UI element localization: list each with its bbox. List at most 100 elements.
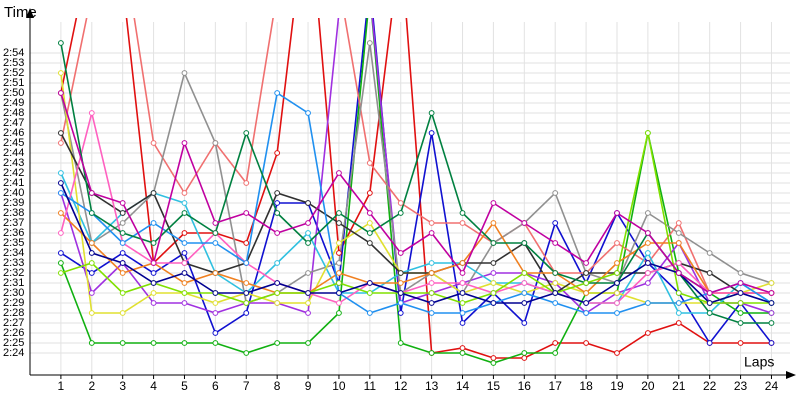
point (57, 90, 64, 96)
point (397, 280, 404, 286)
point (552, 240, 559, 246)
y-tick-label: 2:45 (3, 137, 24, 149)
point (305, 200, 311, 206)
x-axis-label: Laps (744, 354, 774, 370)
point (305, 300, 311, 306)
point (428, 110, 435, 116)
point (119, 230, 126, 236)
point (737, 280, 744, 286)
point (428, 270, 435, 276)
point (88, 310, 95, 316)
x-tick-label: 12 (394, 379, 408, 393)
point (57, 260, 64, 266)
y-tick-label: 2:51 (3, 77, 24, 89)
point (768, 300, 775, 306)
point (57, 190, 64, 196)
point (521, 240, 528, 246)
point (552, 280, 559, 286)
point (119, 220, 126, 226)
series-line (60, 18, 773, 345)
point (119, 310, 126, 316)
point (181, 260, 188, 266)
series-line (60, 212, 772, 295)
point (274, 150, 281, 156)
x-tick-label: 20 (641, 379, 655, 393)
point (336, 300, 342, 306)
point (88, 210, 95, 216)
point (150, 340, 157, 346)
point (768, 340, 775, 346)
point (397, 310, 404, 316)
series-line (60, 172, 772, 314)
y-tick-label: 2:29 (3, 297, 24, 309)
point (274, 300, 281, 306)
point (675, 270, 682, 276)
y-tick-label: 2:27 (3, 317, 24, 329)
point (583, 270, 589, 276)
point (675, 260, 682, 266)
x-tick-label: 15 (487, 379, 501, 393)
x-tick-label: 6 (212, 379, 219, 393)
y-tick-label: 2:54 (3, 47, 24, 59)
point (552, 300, 559, 306)
x-tick-label: 8 (274, 379, 281, 393)
y-tick-label: 2:53 (3, 57, 24, 69)
point (243, 280, 250, 286)
point (88, 340, 95, 346)
point (644, 230, 651, 236)
point (57, 270, 64, 276)
point (150, 260, 157, 266)
point (243, 130, 250, 136)
point (88, 190, 95, 196)
point (243, 290, 250, 296)
point (459, 220, 466, 226)
point (274, 280, 281, 286)
point (57, 210, 64, 216)
point (428, 300, 435, 306)
point (397, 250, 404, 256)
point (614, 280, 620, 286)
point (150, 290, 157, 296)
point (119, 250, 126, 256)
point (119, 290, 126, 296)
point (243, 350, 250, 356)
point (737, 300, 744, 306)
point (181, 200, 188, 206)
point (552, 270, 559, 276)
point (243, 310, 250, 316)
y-tick-label: 2:34 (3, 247, 24, 259)
point (336, 170, 342, 176)
point (614, 240, 620, 246)
point (521, 300, 528, 306)
point (521, 220, 528, 226)
point (552, 340, 559, 346)
x-tick-label: 19 (610, 379, 624, 393)
point (88, 250, 95, 256)
point (150, 220, 157, 226)
point (490, 270, 497, 276)
y-tick-label: 2:46 (3, 127, 24, 139)
x-tick-label: 10 (332, 379, 346, 393)
point (737, 290, 744, 296)
point (644, 240, 651, 246)
point (521, 280, 528, 286)
series-line (60, 42, 772, 305)
x-tick-label: 21 (672, 379, 686, 393)
point (119, 240, 126, 246)
point (336, 250, 342, 256)
point (521, 290, 528, 296)
point (119, 200, 126, 206)
point (366, 40, 373, 46)
point (243, 240, 250, 246)
point (644, 250, 651, 256)
y-tick-label: 2:24 (3, 347, 24, 359)
y-tick-label: 2:40 (3, 187, 24, 199)
y-tick-label: 2:39 (3, 197, 24, 209)
point (336, 240, 342, 246)
point (181, 250, 188, 256)
point (366, 160, 373, 166)
point (305, 220, 311, 226)
point (181, 280, 188, 286)
point (737, 270, 744, 276)
